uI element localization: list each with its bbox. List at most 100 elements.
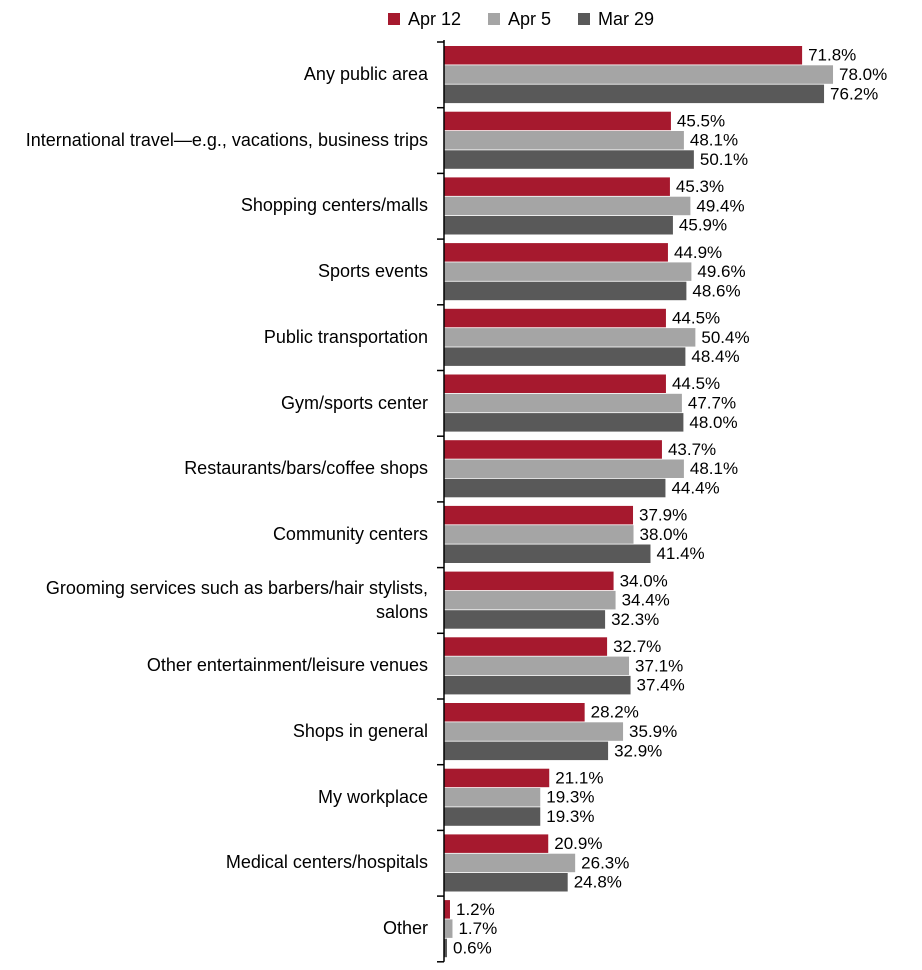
- value-label: 48.6%: [692, 281, 740, 300]
- value-label: 45.3%: [676, 177, 724, 196]
- category-label: Shops in general: [292, 721, 428, 741]
- value-label: 19.3%: [546, 788, 594, 807]
- bar: [444, 900, 450, 919]
- value-label: 1.2%: [456, 900, 495, 919]
- category-label: Shopping centers/malls: [240, 195, 428, 216]
- value-label: 44.4%: [671, 479, 719, 498]
- bar: [444, 853, 576, 873]
- category-label: Public transportation: [263, 326, 428, 347]
- category-label: International travel—e.g., vacations, bu…: [25, 129, 428, 150]
- legend-swatch: [578, 13, 590, 25]
- value-label: 32.3%: [611, 610, 659, 629]
- value-label: 45.9%: [679, 216, 727, 235]
- category-label: My workplace: [317, 786, 428, 807]
- value-label: 37.9%: [639, 506, 687, 525]
- bar: [444, 150, 694, 169]
- value-label: 43.7%: [668, 440, 716, 459]
- bar: [444, 703, 585, 722]
- bar: [444, 46, 803, 65]
- value-label: 38.0%: [640, 525, 688, 544]
- value-label: 19.3%: [546, 807, 594, 826]
- legend-swatch: [488, 13, 500, 25]
- bar: [444, 478, 666, 498]
- bar: [444, 440, 662, 459]
- value-label: 20.9%: [554, 834, 602, 853]
- value-label: 48.1%: [690, 131, 738, 150]
- value-label: 49.4%: [696, 196, 744, 215]
- category-label: Community centers: [272, 523, 428, 544]
- value-label: 24.8%: [574, 873, 622, 892]
- bar: [444, 834, 549, 853]
- value-label: 48.4%: [691, 347, 739, 366]
- value-label: 50.4%: [701, 328, 749, 347]
- category-label: Gym/sports center: [280, 392, 428, 413]
- category-label: Other entertainment/leisure venues: [146, 655, 428, 676]
- value-label: 35.9%: [629, 722, 677, 741]
- bar: [444, 216, 673, 235]
- bar: [444, 347, 686, 366]
- value-label: 21.1%: [555, 768, 603, 787]
- value-label: 37.1%: [635, 656, 683, 675]
- bar: [444, 308, 666, 328]
- value-label: 78.0%: [839, 65, 887, 84]
- value-label: 45.5%: [677, 111, 725, 130]
- value-label: 49.6%: [697, 262, 745, 281]
- bar: [444, 374, 666, 393]
- legend-label: Apr 12: [408, 9, 461, 29]
- value-label: 37.4%: [637, 676, 685, 695]
- category-label: Restaurants/bars/coffee shops: [184, 458, 428, 479]
- bar: [444, 656, 630, 676]
- bar: [444, 807, 541, 826]
- bar: [444, 610, 606, 629]
- bar: [444, 505, 634, 525]
- bar: [444, 873, 568, 892]
- bar: [444, 131, 684, 150]
- bar: [444, 722, 624, 741]
- bar: [444, 111, 671, 131]
- value-label: 34.4%: [622, 591, 670, 610]
- bar: [444, 675, 631, 695]
- bar: [444, 196, 691, 216]
- value-label: 26.3%: [581, 853, 629, 872]
- value-label: 76.2%: [830, 84, 878, 103]
- value-label: 44.9%: [674, 243, 722, 262]
- category-label: Sports events: [317, 261, 428, 282]
- bar: [444, 938, 447, 958]
- legend-swatch: [388, 13, 400, 25]
- bar: [444, 328, 696, 347]
- bar: [444, 177, 670, 196]
- bar: [444, 281, 687, 301]
- bar: [444, 544, 651, 563]
- value-label: 34.0%: [620, 571, 668, 590]
- value-label: 44.5%: [672, 374, 720, 393]
- bar: [444, 459, 684, 478]
- legend-label: Mar 29: [598, 9, 654, 29]
- value-label: 47.7%: [688, 394, 736, 413]
- value-label: 71.8%: [808, 46, 856, 65]
- bar: [444, 84, 825, 104]
- category-label: Any public area: [303, 64, 428, 84]
- value-label: 1.7%: [458, 919, 497, 938]
- category-label: Medical centers/hospitals: [225, 852, 428, 873]
- bar: [444, 393, 682, 413]
- bar: [444, 590, 616, 610]
- category-label: Other: [382, 918, 428, 939]
- value-label: 48.0%: [689, 413, 737, 432]
- bar: [444, 525, 634, 544]
- bar: [444, 243, 668, 262]
- value-label: 32.9%: [614, 741, 662, 760]
- bar: [444, 637, 608, 656]
- legend-label: Apr 5: [508, 9, 551, 29]
- bar: [444, 768, 550, 788]
- value-label: 28.2%: [591, 703, 639, 722]
- value-label: 48.1%: [690, 459, 738, 478]
- value-label: 44.5%: [672, 309, 720, 328]
- bar: [444, 571, 614, 591]
- bar: [444, 65, 834, 84]
- bar: [444, 413, 684, 432]
- value-label: 50.1%: [700, 150, 748, 169]
- bar: [444, 262, 692, 281]
- category-label: Grooming services such as barbers/hair s…: [45, 577, 428, 622]
